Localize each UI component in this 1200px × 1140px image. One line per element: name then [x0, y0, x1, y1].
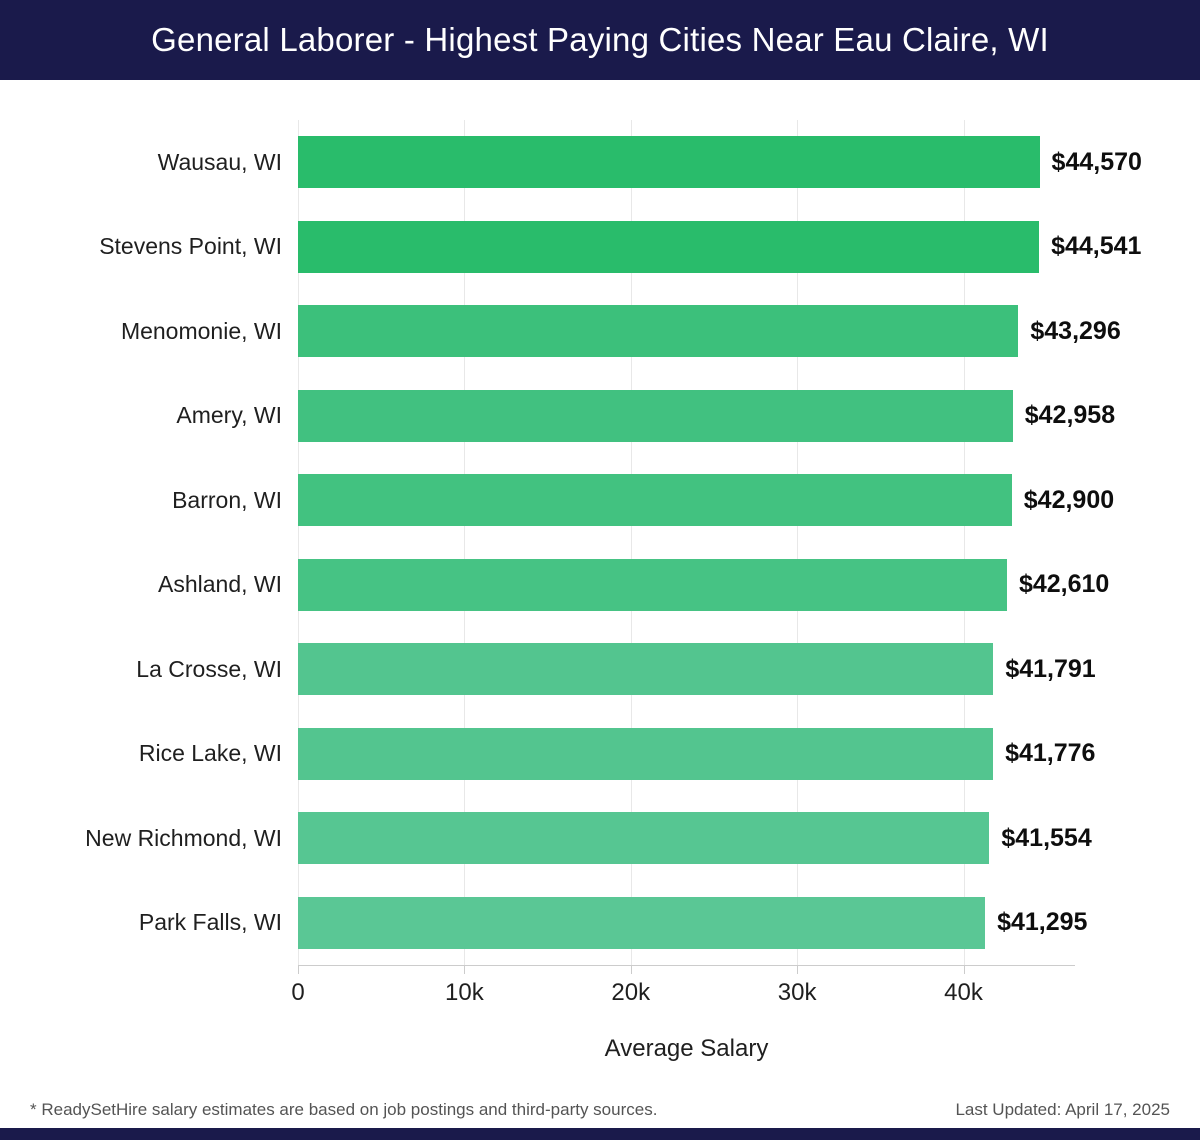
salary-bar	[298, 220, 1040, 273]
bar-row: Stevens Point, WI $44,541	[0, 205, 1200, 290]
category-label: La Crosse, WI	[136, 655, 282, 682]
plot-cell: $42,610	[298, 558, 1109, 611]
category-label: Amery, WI	[176, 402, 282, 429]
gridline	[797, 120, 799, 965]
axis-tick	[298, 966, 299, 974]
plot-cell: $41,791	[298, 643, 1096, 696]
category-label: Park Falls, WI	[138, 909, 282, 936]
bar-row: Rice Lake, WI $41,776	[0, 712, 1200, 797]
gridline	[464, 120, 466, 965]
bar-chart: Wausau, WI $44,570 Stevens Point, WI $44,54…	[0, 80, 1200, 1063]
bottom-accent-bar	[0, 1128, 1200, 1140]
gridline	[630, 120, 632, 965]
axis-tick-label: 30k	[777, 979, 817, 1006]
category-label: Barron, WI	[172, 486, 282, 513]
plot-area: Wausau, WI $44,570 Stevens Point, WI $44,54…	[0, 120, 1200, 965]
bar-row: La Crosse, WI $41,791	[0, 627, 1200, 712]
plot-cell: $42,958	[298, 389, 1115, 442]
salary-bar	[298, 305, 1019, 358]
axis-tick	[630, 966, 632, 974]
plot-cell: $44,570	[298, 136, 1142, 189]
axis-tick-label: 40k	[944, 979, 983, 1006]
footer-last-updated: Last Updated: April 17, 2025	[955, 1100, 1170, 1119]
category-label: Stevens Point, WI	[99, 233, 282, 260]
salary-bar	[298, 474, 1012, 527]
x-axis-title: Average Salary	[604, 1035, 769, 1062]
x-axis: 0 10k 20k 30k 40k	[291, 965, 1075, 1013]
category-label: Ashland, WI	[158, 571, 282, 598]
value-label: $41,791	[1005, 654, 1096, 683]
category-label: New Richmond, WI	[85, 824, 282, 851]
bar-row: Barron, WI $42,900	[0, 458, 1200, 543]
footer: * ReadySetHire salary estimates are base…	[0, 1100, 1200, 1128]
gridline	[298, 120, 299, 965]
axis-tick-label: 20k	[611, 979, 651, 1006]
gridline	[963, 120, 965, 965]
value-label: $44,570	[1051, 147, 1142, 176]
axis-tick-label: 10k	[445, 979, 484, 1006]
salary-bar	[298, 558, 1007, 611]
axis-tick	[464, 966, 466, 974]
salary-bar	[298, 389, 1013, 442]
value-label: $44,541	[1051, 232, 1142, 261]
plot-cell: $42,900	[298, 474, 1114, 527]
value-label: $42,958	[1024, 401, 1116, 430]
chart-header: General Laborer - Highest Paying Cities …	[0, 0, 1200, 80]
plot-cell: $41,295	[298, 896, 1087, 949]
bar-row: Ashland, WI $42,610	[0, 543, 1200, 628]
plot-cell: $41,776	[298, 727, 1095, 780]
bar-row: Wausau, WI $44,570	[0, 120, 1200, 205]
salary-bar	[298, 812, 990, 865]
bar-row: Amery, WI $42,958	[0, 374, 1200, 459]
salary-bar	[298, 643, 994, 696]
axis-tick-label: 0	[291, 979, 305, 1006]
x-axis-title-row: Average Salary	[298, 1035, 1075, 1063]
value-label: $42,900	[1023, 485, 1115, 514]
footer-disclaimer: * ReadySetHire salary estimates are base…	[30, 1100, 658, 1119]
axis-tick	[797, 966, 799, 974]
salary-bar	[298, 136, 1040, 189]
value-label: $41,554	[1001, 823, 1092, 852]
plot-cell: $44,541	[298, 220, 1141, 273]
bar-row: Menomonie, WI $43,296	[0, 289, 1200, 374]
plot-cell: $43,296	[298, 305, 1121, 358]
value-label: $41,295	[997, 908, 1088, 937]
chart-title: General Laborer - Highest Paying Cities …	[151, 21, 1049, 58]
salary-bar	[298, 896, 986, 949]
bar-row: New Richmond, WI $41,554	[0, 796, 1200, 881]
salary-bar	[298, 727, 994, 780]
category-label: Menomonie, WI	[120, 317, 282, 344]
plot-cell: $41,554	[298, 812, 1092, 865]
value-label: $42,610	[1018, 570, 1110, 599]
category-label: Wausau, WI	[157, 148, 282, 175]
gridlines	[298, 120, 1075, 965]
category-label: Rice Lake, WI	[138, 740, 282, 767]
bars-area: Wausau, WI $44,570 Stevens Point, WI $44,54…	[0, 120, 1200, 965]
value-label: $41,776	[1005, 739, 1096, 768]
bar-row: Park Falls, WI $41,295	[0, 881, 1200, 966]
value-label: $43,296	[1030, 316, 1121, 345]
axis-tick	[963, 966, 965, 974]
